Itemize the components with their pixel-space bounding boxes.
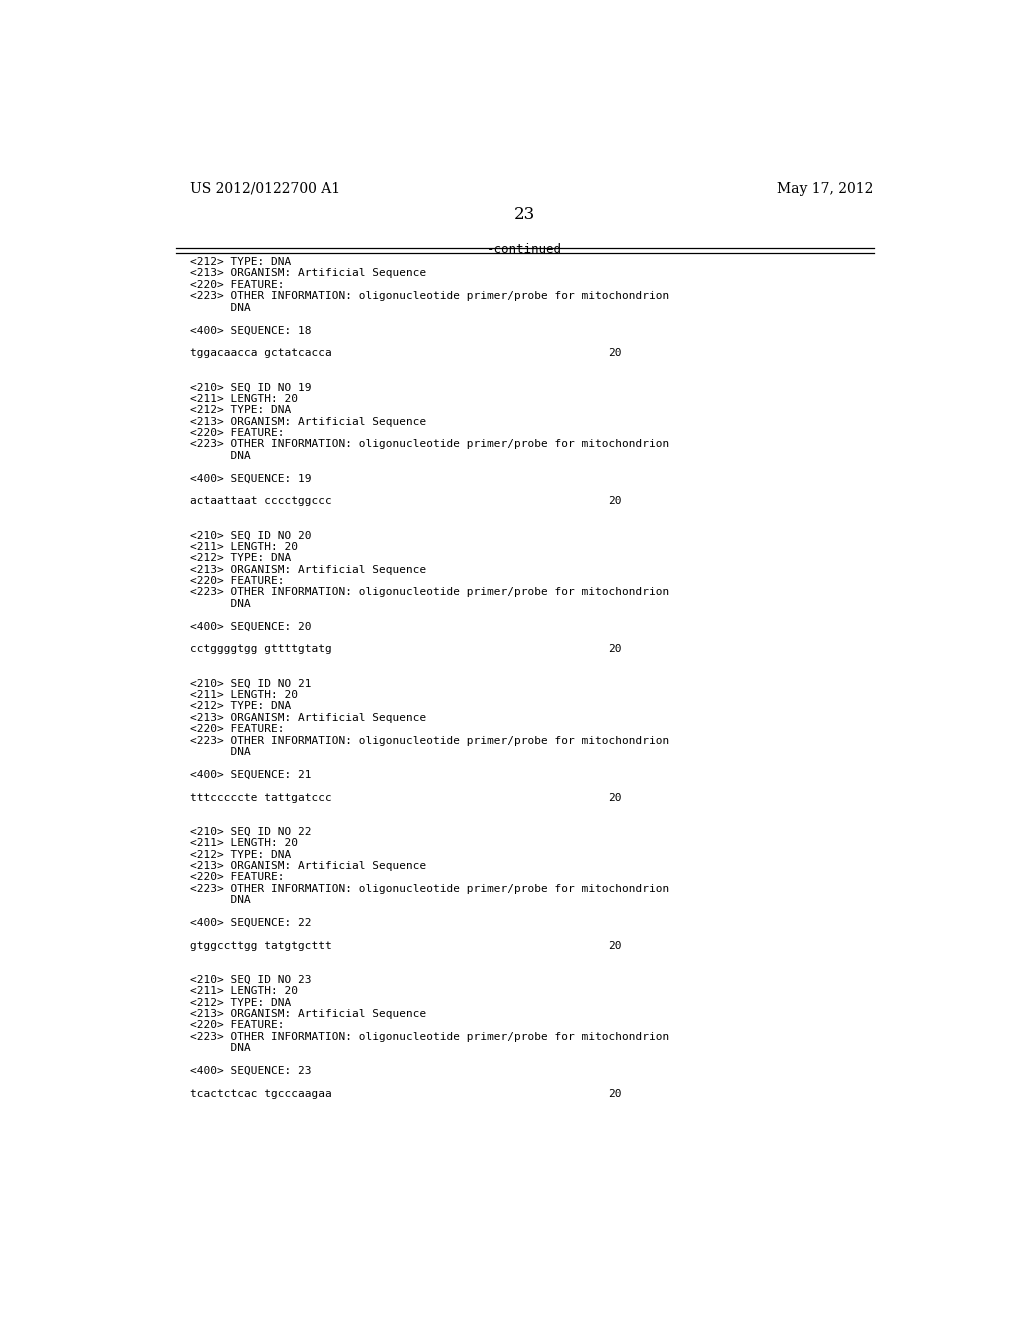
- Text: tcactctcac tgcccaagaa: tcactctcac tgcccaagaa: [190, 1089, 332, 1098]
- Text: <212> TYPE: DNA: <212> TYPE: DNA: [190, 701, 291, 711]
- Text: <211> LENGTH: 20: <211> LENGTH: 20: [190, 838, 298, 849]
- Text: <210> SEQ ID NO 21: <210> SEQ ID NO 21: [190, 678, 311, 689]
- Text: May 17, 2012: May 17, 2012: [777, 182, 873, 195]
- Text: <213> ORGANISM: Artificial Sequence: <213> ORGANISM: Artificial Sequence: [190, 861, 426, 871]
- Text: <223> OTHER INFORMATION: oligonucleotide primer/probe for mitochondrion: <223> OTHER INFORMATION: oligonucleotide…: [190, 1032, 670, 1041]
- Text: <220> FEATURE:: <220> FEATURE:: [190, 725, 285, 734]
- Text: gtggccttgg tatgtgcttt: gtggccttgg tatgtgcttt: [190, 941, 332, 950]
- Text: tttcccccte tattgatccc: tttcccccte tattgatccc: [190, 792, 332, 803]
- Text: <210> SEQ ID NO 19: <210> SEQ ID NO 19: [190, 383, 311, 392]
- Text: <210> SEQ ID NO 22: <210> SEQ ID NO 22: [190, 826, 311, 837]
- Text: <210> SEQ ID NO 20: <210> SEQ ID NO 20: [190, 531, 311, 540]
- Text: DNA: DNA: [190, 895, 251, 906]
- Text: <213> ORGANISM: Artificial Sequence: <213> ORGANISM: Artificial Sequence: [190, 268, 426, 279]
- Text: <211> LENGTH: 20: <211> LENGTH: 20: [190, 543, 298, 552]
- Text: <212> TYPE: DNA: <212> TYPE: DNA: [190, 850, 291, 859]
- Text: 20: 20: [608, 1089, 622, 1098]
- Text: <213> ORGANISM: Artificial Sequence: <213> ORGANISM: Artificial Sequence: [190, 1008, 426, 1019]
- Text: US 2012/0122700 A1: US 2012/0122700 A1: [190, 182, 340, 195]
- Text: <223> OTHER INFORMATION: oligonucleotide primer/probe for mitochondrion: <223> OTHER INFORMATION: oligonucleotide…: [190, 735, 670, 746]
- Text: DNA: DNA: [190, 747, 251, 756]
- Text: <213> ORGANISM: Artificial Sequence: <213> ORGANISM: Artificial Sequence: [190, 417, 426, 426]
- Text: <220> FEATURE:: <220> FEATURE:: [190, 280, 285, 290]
- Text: 20: 20: [608, 792, 622, 803]
- Text: <220> FEATURE:: <220> FEATURE:: [190, 1020, 285, 1031]
- Text: <400> SEQUENCE: 21: <400> SEQUENCE: 21: [190, 770, 311, 780]
- Text: <210> SEQ ID NO 23: <210> SEQ ID NO 23: [190, 975, 311, 985]
- Text: 20: 20: [608, 941, 622, 950]
- Text: <212> TYPE: DNA: <212> TYPE: DNA: [190, 998, 291, 1007]
- Text: <400> SEQUENCE: 22: <400> SEQUENCE: 22: [190, 917, 311, 928]
- Text: <223> OTHER INFORMATION: oligonucleotide primer/probe for mitochondrion: <223> OTHER INFORMATION: oligonucleotide…: [190, 587, 670, 598]
- Text: <211> LENGTH: 20: <211> LENGTH: 20: [190, 986, 298, 997]
- Text: <212> TYPE: DNA: <212> TYPE: DNA: [190, 257, 291, 267]
- Text: <220> FEATURE:: <220> FEATURE:: [190, 873, 285, 882]
- Text: cctggggtgg gttttgtatg: cctggggtgg gttttgtatg: [190, 644, 332, 655]
- Text: <400> SEQUENCE: 19: <400> SEQUENCE: 19: [190, 474, 311, 483]
- Text: 20: 20: [608, 348, 622, 358]
- Text: DNA: DNA: [190, 599, 251, 609]
- Text: <213> ORGANISM: Artificial Sequence: <213> ORGANISM: Artificial Sequence: [190, 565, 426, 574]
- Text: <400> SEQUENCE: 23: <400> SEQUENCE: 23: [190, 1067, 311, 1076]
- Text: DNA: DNA: [190, 450, 251, 461]
- Text: tggacaacca gctatcacca: tggacaacca gctatcacca: [190, 348, 332, 358]
- Text: <211> LENGTH: 20: <211> LENGTH: 20: [190, 393, 298, 404]
- Text: <400> SEQUENCE: 20: <400> SEQUENCE: 20: [190, 622, 311, 632]
- Text: actaattaat cccctggccc: actaattaat cccctggccc: [190, 496, 332, 507]
- Text: <223> OTHER INFORMATION: oligonucleotide primer/probe for mitochondrion: <223> OTHER INFORMATION: oligonucleotide…: [190, 884, 670, 894]
- Text: <400> SEQUENCE: 18: <400> SEQUENCE: 18: [190, 325, 311, 335]
- Text: 23: 23: [514, 206, 536, 223]
- Text: <220> FEATURE:: <220> FEATURE:: [190, 428, 285, 438]
- Text: <212> TYPE: DNA: <212> TYPE: DNA: [190, 553, 291, 564]
- Text: 20: 20: [608, 496, 622, 507]
- Text: <211> LENGTH: 20: <211> LENGTH: 20: [190, 690, 298, 700]
- Text: DNA: DNA: [190, 1043, 251, 1053]
- Text: 20: 20: [608, 644, 622, 655]
- Text: <220> FEATURE:: <220> FEATURE:: [190, 576, 285, 586]
- Text: <213> ORGANISM: Artificial Sequence: <213> ORGANISM: Artificial Sequence: [190, 713, 426, 723]
- Text: -continued: -continued: [487, 243, 562, 256]
- Text: DNA: DNA: [190, 302, 251, 313]
- Text: <223> OTHER INFORMATION: oligonucleotide primer/probe for mitochondrion: <223> OTHER INFORMATION: oligonucleotide…: [190, 440, 670, 449]
- Text: <212> TYPE: DNA: <212> TYPE: DNA: [190, 405, 291, 414]
- Text: <223> OTHER INFORMATION: oligonucleotide primer/probe for mitochondrion: <223> OTHER INFORMATION: oligonucleotide…: [190, 292, 670, 301]
